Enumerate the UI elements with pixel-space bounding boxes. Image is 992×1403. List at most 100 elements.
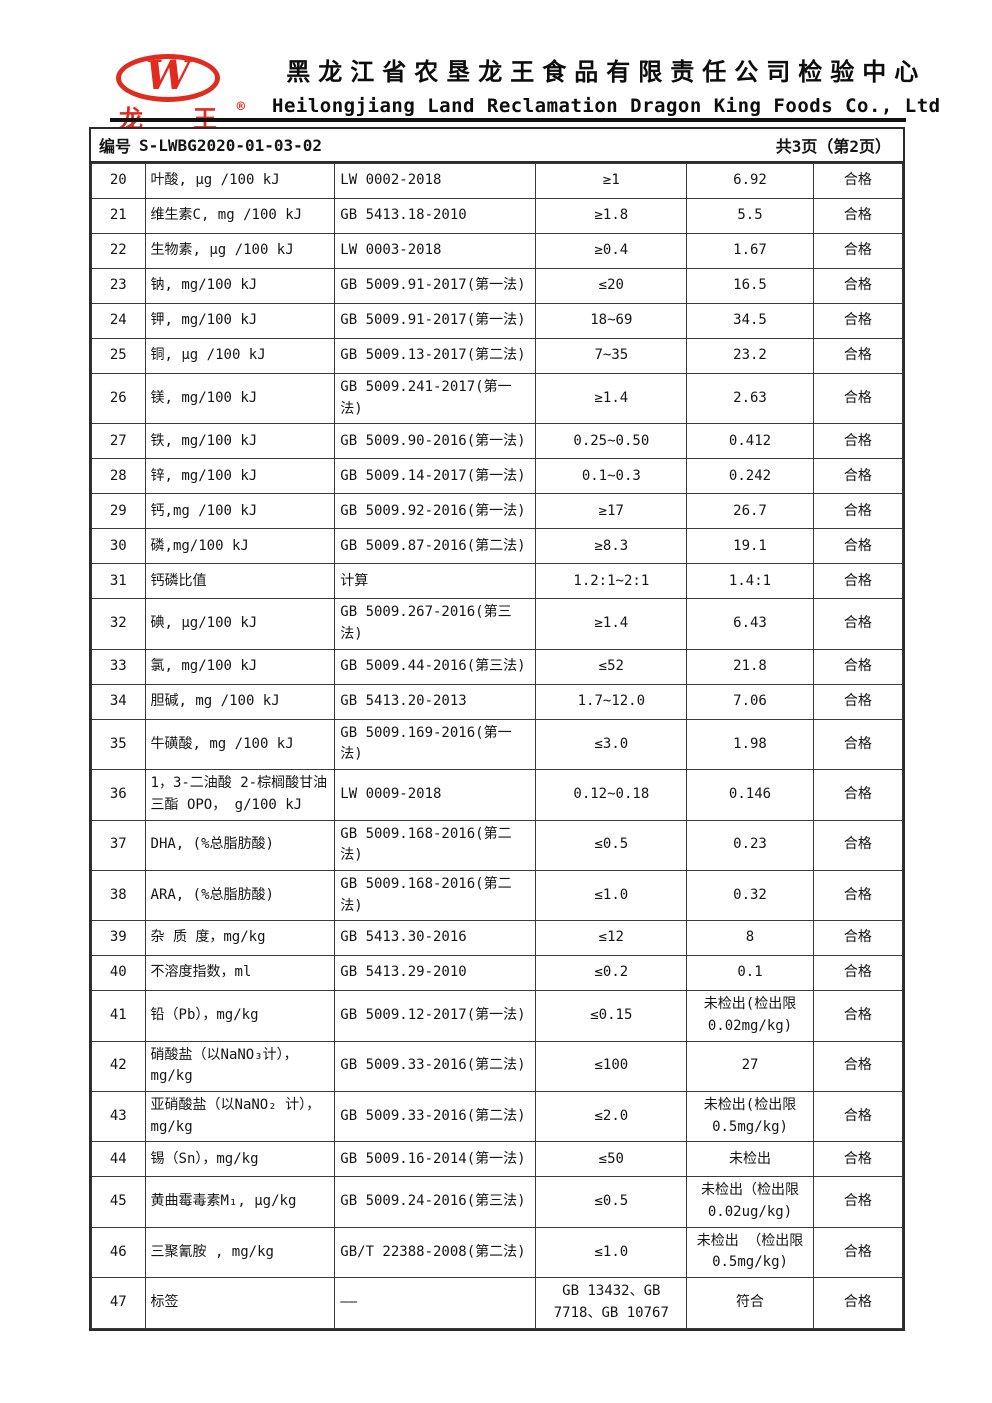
cell-row-number: 31: [91, 563, 146, 600]
cell-conclusion: 合格: [812, 493, 904, 530]
cell-result: 5.5: [686, 198, 814, 234]
cell-row-number: 32: [91, 598, 146, 650]
page-indicator: 共3页（第2页）: [775, 137, 891, 156]
cell-requirement: ≤1.0: [535, 869, 688, 922]
table-row: 46 三聚氰胺 , mg/kg GB/T 22388-2008(第二法) ≤1.…: [91, 1226, 904, 1279]
cell-requirement: ≥1: [535, 163, 688, 199]
table-row: 21 维生素C, mg /100 kJ GB 5413.18-2010 ≥1.8…: [91, 198, 904, 234]
cell-item-name: 镁, mg/100 kJ: [144, 372, 336, 425]
cell-item-name: 铜, μg /100 kJ: [144, 338, 336, 374]
cell-requirement: 7~35: [535, 338, 688, 374]
table-row: 33 氯, mg/100 kJ GB 5009.44-2016(第三法) ≤52…: [91, 648, 904, 685]
cell-conclusion: 合格: [812, 819, 904, 871]
cell-result: 0.146: [686, 769, 814, 821]
cell-row-number: 37: [91, 819, 146, 871]
cell-item-name: 锌, mg/100 kJ: [144, 458, 336, 495]
cell-test-method: LW 0003-2018: [334, 233, 537, 269]
table-row: 31 钙磷比值 计算 1.2:1~2:1 1.4:1 合格: [91, 563, 904, 600]
table-row: 47 标签 —— GB 13432、GB 7718、GB 10767 符合 合格: [91, 1277, 904, 1329]
table-row: 36 1，3-二油酸 2-棕榈酸甘油三酯 OPO， g/100 kJ LW 00…: [91, 769, 904, 821]
cell-result: 未检出 （检出限 0.5mg/kg): [686, 1226, 814, 1279]
cell-row-number: 35: [91, 718, 146, 771]
cell-test-method: GB 5009.16-2014(第一法): [334, 1141, 537, 1178]
cell-conclusion: 合格: [812, 1176, 904, 1228]
table-row: 45 黄曲霉毒素M₁, μg/kg GB 5009.24-2016(第三法) ≤…: [91, 1176, 904, 1228]
cell-conclusion: 合格: [812, 683, 904, 720]
cell-row-number: 42: [91, 1040, 146, 1093]
cell-item-name: 杂 质 度，mg/kg: [144, 920, 336, 957]
cell-requirement: ≤100: [535, 1040, 688, 1093]
report-number-group: 编号 S-LWBG2020-01-03-02: [99, 133, 322, 157]
company-title-english: Heilongjiang Land Reclamation Dragon Kin…: [272, 95, 941, 117]
cell-row-number: 22: [91, 233, 146, 269]
cell-conclusion: 合格: [812, 563, 904, 600]
cell-conclusion: 合格: [812, 423, 904, 460]
company-title-chinese: 黑龙江省农垦龙王食品有限责任公司检验中心: [286, 58, 927, 86]
cell-conclusion: 合格: [812, 338, 904, 374]
cell-row-number: 39: [91, 920, 146, 957]
cell-conclusion: 合格: [812, 598, 904, 650]
cell-result: 27: [686, 1040, 814, 1093]
cell-requirement: ≤0.5: [535, 1176, 688, 1228]
cell-test-method: GB 5413.30-2016: [334, 920, 537, 957]
cell-test-method: GB 5009.92-2016(第一法): [334, 493, 537, 530]
cell-result: 1.4:1: [686, 563, 814, 600]
cell-test-method: 计算: [334, 563, 537, 600]
cell-result: 1.67: [686, 233, 814, 269]
cell-requirement: 0.12~0.18: [535, 769, 688, 821]
cell-item-name: 钙磷比值: [144, 563, 336, 600]
cell-test-method: GB 5413.18-2010: [334, 198, 537, 234]
cell-result: 6.43: [686, 598, 814, 650]
table-row: 23 钠, mg/100 kJ GB 5009.91-2017(第一法) ≤20…: [91, 268, 904, 304]
cell-test-method: GB 5009.24-2016(第三法): [334, 1176, 537, 1228]
cell-item-name: DHA, (%总脂肪酸): [144, 819, 336, 871]
cell-test-method: GB 5009.90-2016(第一法): [334, 423, 537, 460]
cell-requirement: ≥8.3: [535, 528, 688, 565]
cell-item-name: 磷,mg/100 kJ: [144, 528, 336, 565]
cell-conclusion: 合格: [812, 1090, 904, 1143]
cell-conclusion: 合格: [812, 955, 904, 992]
cell-conclusion: 合格: [812, 1226, 904, 1279]
cell-item-name: 硝酸盐（以NaNO₃计），mg/kg: [144, 1040, 336, 1093]
cell-test-method: GB 5009.91-2017(第一法): [334, 268, 537, 304]
cell-row-number: 38: [91, 869, 146, 922]
cell-test-method: GB 5009.169-2016(第一法): [334, 718, 537, 771]
cell-item-name: 钠, mg/100 kJ: [144, 268, 336, 304]
cell-row-number: 46: [91, 1226, 146, 1279]
cell-item-name: 标签: [144, 1277, 336, 1329]
table-row: 25 铜, μg /100 kJ GB 5009.13-2017(第二法) 7~…: [91, 338, 904, 374]
cell-conclusion: 合格: [812, 1141, 904, 1178]
cell-result: 21.8: [686, 648, 814, 685]
cell-item-name: 黄曲霉毒素M₁, μg/kg: [144, 1176, 336, 1228]
cell-result: 未检出(检出限 0.02mg/kg): [686, 990, 814, 1042]
cell-result: 2.63: [686, 372, 814, 425]
cell-result: 未检出: [686, 1141, 814, 1178]
cell-item-name: ARA, (%总脂肪酸): [144, 869, 336, 922]
cell-item-name: 碘, μg/100 kJ: [144, 598, 336, 650]
cell-requirement: 1.2:1~2:1: [535, 563, 688, 600]
results-table: 20 叶酸, μg /100 kJ LW 0002-2018 ≥1 6.92 合…: [91, 163, 904, 1329]
cell-result: 0.23: [686, 819, 814, 871]
table-row: 42 硝酸盐（以NaNO₃计），mg/kg GB 5009.33-2016(第二…: [91, 1040, 904, 1093]
cell-item-name: 铁, mg/100 kJ: [144, 423, 336, 460]
cell-row-number: 36: [91, 769, 146, 821]
cell-test-method: GB 5009.168-2016(第二法): [334, 869, 537, 922]
cell-row-number: 21: [91, 198, 146, 234]
cell-conclusion: 合格: [812, 648, 904, 685]
cell-result: 0.242: [686, 458, 814, 495]
cell-test-method: LW 0009-2018: [334, 769, 537, 821]
table-row: 32 碘, μg/100 kJ GB 5009.267-2016(第三法) ≥1…: [91, 598, 904, 650]
meta-band: 编号 S-LWBG2020-01-03-02 共3页（第2页）: [91, 129, 903, 163]
cell-test-method: GB 5009.91-2017(第一法): [334, 303, 537, 339]
cell-row-number: 27: [91, 423, 146, 460]
table-row: 44 锡（Sn），mg/kg GB 5009.16-2014(第一法) ≤50 …: [91, 1141, 904, 1178]
cell-result: 19.1: [686, 528, 814, 565]
cell-test-method: GB 5009.267-2016(第三法): [334, 598, 537, 650]
cell-row-number: 47: [91, 1277, 146, 1329]
cell-result: 26.7: [686, 493, 814, 530]
cell-result: 16.5: [686, 268, 814, 304]
cell-conclusion: 合格: [812, 268, 904, 304]
logo-monogram: W: [145, 54, 191, 99]
cell-result: 0.412: [686, 423, 814, 460]
cell-test-method: GB 5009.13-2017(第二法): [334, 338, 537, 374]
